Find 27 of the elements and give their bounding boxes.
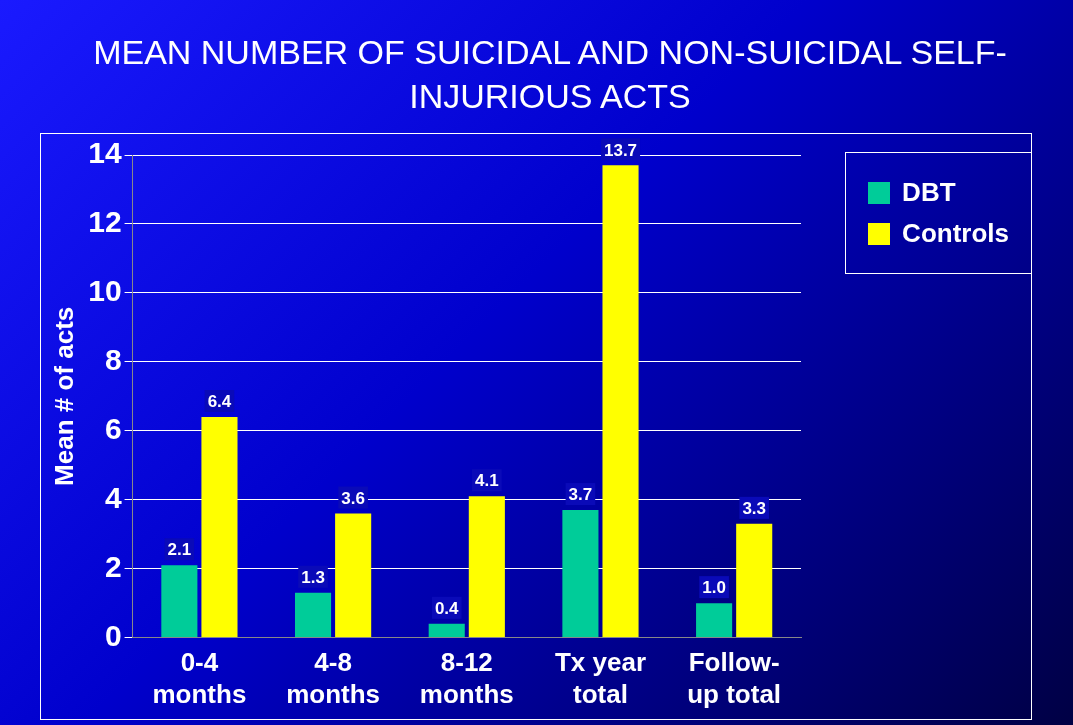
x-tick-label: 0-4 months bbox=[152, 647, 247, 709]
y-tick-label: 14 bbox=[88, 136, 122, 170]
data-label: 4.1 bbox=[475, 471, 499, 491]
data-label: 1.3 bbox=[301, 567, 325, 587]
x-tick-label: Follow- up total bbox=[687, 647, 782, 709]
x-tick-label: Tx year total bbox=[554, 647, 647, 709]
data-label: 3.3 bbox=[742, 499, 767, 519]
data-label: 3.7 bbox=[568, 485, 593, 505]
y-tick-label: 12 bbox=[88, 205, 122, 239]
y-tick-label: 10 bbox=[88, 274, 122, 308]
y-tick-label: 0 bbox=[104, 618, 122, 652]
data-label: 1.0 bbox=[702, 578, 726, 598]
x-tick-label: 8-12 months bbox=[419, 647, 514, 709]
chart-title: MEAN NUMBER OF SUICIDAL AND NON-SUICIDAL SELF-INJURIOUS ACTS bbox=[92, 32, 1008, 117]
legend-label: Controls bbox=[902, 218, 1009, 249]
data-label: 6.4 bbox=[207, 392, 232, 412]
x-tick-label: 4-8 months bbox=[286, 647, 381, 709]
y-tick-label: 8 bbox=[104, 343, 122, 377]
data-label: 13.7 bbox=[603, 140, 638, 160]
data-label: 3.6 bbox=[341, 488, 365, 508]
y-tick-label: 4 bbox=[104, 480, 122, 514]
y-axis-title: Mean # of acts bbox=[48, 306, 79, 486]
legend-label: DBT bbox=[902, 177, 956, 208]
y-tick-label: 2 bbox=[104, 549, 122, 583]
data-label: 0.4 bbox=[434, 599, 460, 618]
data-label: 2.1 bbox=[167, 540, 192, 560]
y-tick-label: 6 bbox=[104, 412, 122, 446]
